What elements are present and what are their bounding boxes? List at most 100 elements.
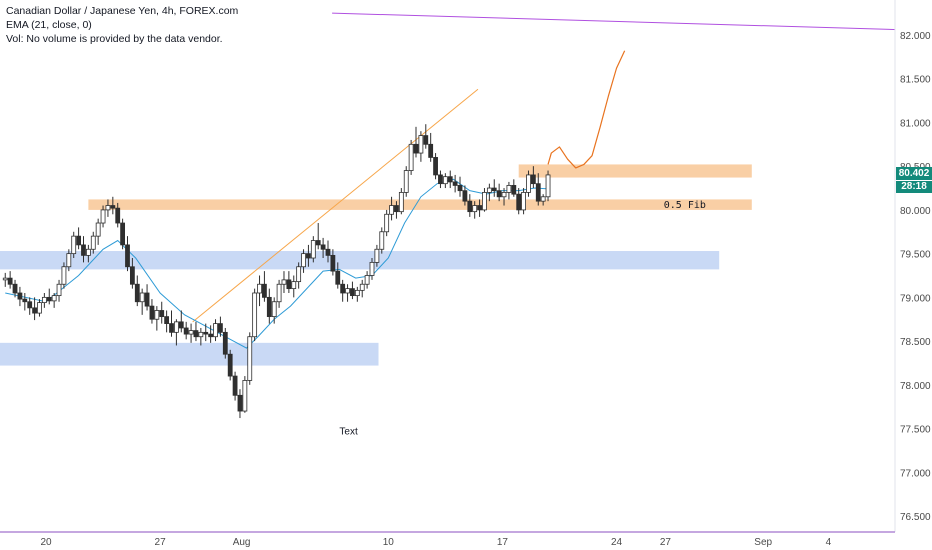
y-tick-label: 80.000	[900, 206, 931, 217]
candle-down	[208, 333, 214, 338]
candle-down	[183, 327, 189, 335]
candle-up	[105, 205, 111, 211]
candle-up	[85, 248, 91, 256]
candle-up	[173, 321, 179, 333]
x-tick-label: 24	[611, 537, 623, 548]
candle-up	[247, 336, 253, 381]
candle-up	[408, 143, 414, 171]
candle-down	[227, 353, 233, 377]
candle-up	[37, 302, 42, 314]
candle-up	[472, 205, 478, 213]
candle-down	[511, 185, 517, 195]
candle-up	[345, 288, 350, 294]
price-axis-bg	[895, 0, 932, 550]
candle-up	[56, 283, 62, 297]
candle-down	[433, 157, 438, 176]
candle-up	[359, 283, 365, 291]
candle-down	[477, 205, 482, 211]
candle-down	[394, 205, 399, 213]
candle-up	[51, 295, 57, 302]
candle-up	[301, 253, 306, 268]
candle-down	[7, 277, 13, 285]
candle-up	[139, 292, 145, 303]
x-tick-label: Aug	[233, 537, 251, 548]
candle-down	[350, 288, 355, 297]
candle-down	[516, 193, 522, 211]
candle-down	[262, 283, 267, 298]
candle-up	[482, 192, 487, 211]
candle-up	[418, 135, 424, 154]
candle-down	[535, 183, 541, 202]
candle-down	[203, 331, 209, 335]
volume-note: Vol: No volume is provided by the data v…	[6, 33, 223, 45]
x-tick-label: Sep	[754, 537, 772, 548]
candle-down	[530, 174, 536, 185]
candle-up	[310, 240, 316, 259]
y-tick-label: 81.500	[900, 75, 931, 86]
candle-up	[291, 281, 297, 290]
candle-down	[325, 248, 331, 256]
candle-up	[398, 192, 404, 213]
candle-down	[413, 143, 419, 154]
candle-down	[306, 253, 311, 259]
candle-down	[457, 185, 463, 192]
y-tick-label: 82.000	[900, 31, 931, 42]
orange-trendline	[192, 88, 479, 323]
candle-up	[384, 213, 390, 233]
candle-down	[452, 181, 458, 186]
candle-up	[521, 192, 526, 211]
x-tick-label: 10	[383, 537, 395, 548]
candle-down	[428, 143, 434, 158]
candle-down	[12, 283, 18, 294]
candle-up	[296, 266, 302, 283]
resistance-zone-upper	[518, 164, 752, 178]
candle-up	[369, 261, 375, 276]
time-axis-bg	[0, 532, 932, 550]
candle-up	[242, 380, 248, 412]
candle-down	[330, 254, 336, 272]
candle-down	[237, 394, 243, 412]
candle-down	[129, 266, 135, 285]
candle-up	[271, 301, 277, 318]
candle-up	[281, 279, 287, 285]
y-tick-label: 78.500	[900, 337, 931, 348]
candle-down	[335, 270, 341, 285]
candle-up	[41, 296, 47, 304]
candle-up	[252, 292, 258, 338]
candle-down	[144, 292, 150, 307]
candle-up	[354, 289, 360, 297]
candle-down	[467, 200, 473, 213]
candle-up	[545, 174, 551, 198]
candle-down	[22, 298, 28, 303]
symbol-title: Canadian Dollar / Japanese Yen, 4h, FORE…	[6, 5, 239, 17]
y-tick-label: 79.000	[900, 293, 931, 304]
candle-up	[442, 176, 448, 185]
candle-up	[71, 235, 77, 255]
candle-down	[17, 292, 23, 300]
x-tick-label: 4	[826, 537, 832, 548]
candle-down	[193, 330, 199, 338]
countdown-tag: 28:18	[896, 181, 932, 193]
candle-down	[232, 375, 238, 396]
support-zone-lower	[0, 342, 379, 366]
candle-up	[61, 266, 67, 285]
fib-label: 0.5 Fib	[664, 200, 706, 211]
candle-up	[486, 187, 492, 193]
candle-down	[46, 296, 52, 302]
candle-up	[501, 192, 507, 198]
candle-down	[134, 283, 140, 303]
candle-down	[32, 307, 37, 314]
candle-down	[286, 279, 292, 290]
candle-down	[315, 240, 321, 246]
candle-up	[2, 277, 8, 281]
candle-up	[374, 248, 380, 263]
candle-down	[81, 244, 86, 256]
candle-up	[389, 205, 394, 215]
candle-up	[540, 196, 546, 202]
candle-down	[462, 190, 468, 202]
x-tick-label: 27	[660, 537, 672, 548]
candle-down	[491, 187, 497, 192]
candle-up	[198, 331, 204, 338]
